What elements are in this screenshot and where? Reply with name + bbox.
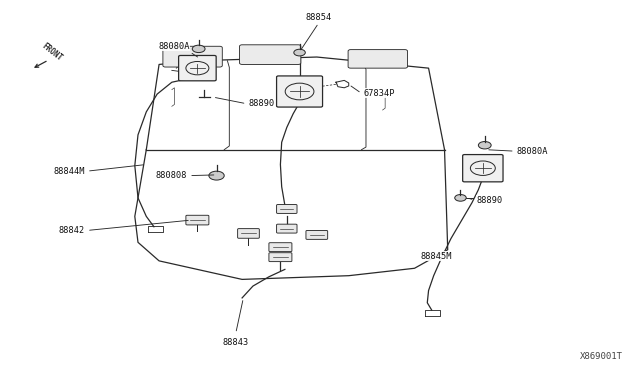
Text: 880808: 880808 [156,171,187,180]
FancyBboxPatch shape [269,243,292,251]
FancyBboxPatch shape [269,253,292,262]
Circle shape [478,141,491,149]
Text: 88890: 88890 [476,196,502,205]
FancyBboxPatch shape [237,229,259,238]
Text: X869001T: X869001T [580,352,623,361]
FancyBboxPatch shape [276,224,297,233]
Text: 88842: 88842 [59,226,85,235]
Text: 88844M: 88844M [54,167,85,176]
FancyBboxPatch shape [306,231,328,239]
Text: 88080A: 88080A [158,42,189,51]
Text: 88080A: 88080A [516,147,548,155]
FancyBboxPatch shape [239,45,301,64]
FancyBboxPatch shape [179,55,216,81]
Text: 67834P: 67834P [364,89,395,98]
FancyBboxPatch shape [348,49,408,68]
Text: 88845M: 88845M [421,252,452,261]
Text: 88890: 88890 [248,99,275,108]
FancyBboxPatch shape [463,155,503,182]
FancyBboxPatch shape [276,205,297,214]
Circle shape [209,171,224,180]
Circle shape [192,45,205,52]
Text: FRONT: FRONT [40,41,63,62]
Circle shape [294,49,305,56]
FancyBboxPatch shape [163,46,222,67]
FancyBboxPatch shape [276,76,323,107]
Text: 88843: 88843 [223,338,249,347]
Text: 88854: 88854 [305,13,332,22]
Circle shape [455,195,467,201]
FancyBboxPatch shape [186,215,209,225]
